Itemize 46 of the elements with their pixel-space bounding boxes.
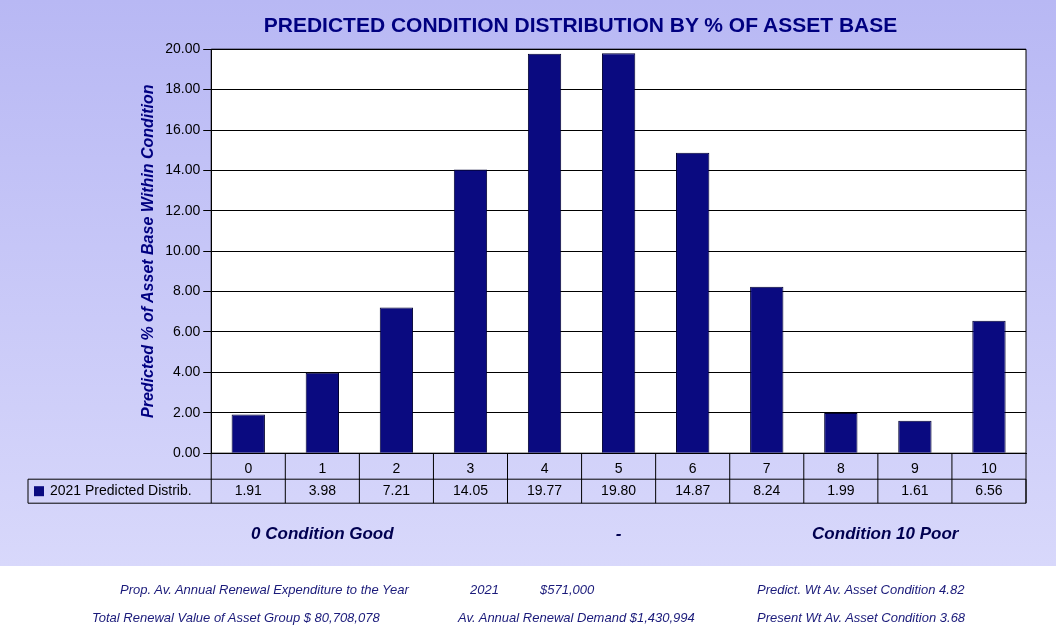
legend-label: 2021 Predicted Distrib.	[50, 482, 192, 499]
y-tick-label: 16.00	[165, 120, 201, 137]
x-tick-label: 8	[836, 460, 845, 477]
y-tick-label: 20.00	[165, 40, 201, 57]
data-label: 14.05	[452, 482, 489, 499]
text: 0 Condition Good	[251, 523, 395, 543]
text: -	[615, 523, 622, 543]
data-label: 1.99	[827, 482, 855, 499]
text: Condition 10 Poor	[812, 523, 960, 543]
x-tick-label: 10	[981, 460, 997, 477]
data-label: 19.80	[601, 482, 637, 499]
y-tick-label: 2.00	[172, 403, 201, 420]
text: Prop. Av. Annual Renewal Expenditure to the Year	[120, 582, 409, 597]
y-tick-label: 6.00	[172, 322, 201, 339]
y-tick-label: 8.00	[172, 282, 201, 299]
text: Present Wt Av. Asset Condition 3.68	[757, 610, 966, 625]
x-tick-label: 7	[762, 460, 771, 477]
y-tick-label: 14.00	[165, 161, 201, 178]
y-tick-label: 18.00	[165, 80, 201, 97]
y-tick-label: 12.00	[165, 201, 201, 218]
data-label: 8.24	[753, 482, 781, 499]
data-label: 3.98	[308, 482, 337, 499]
x-tick-label: 5	[614, 460, 623, 477]
data-label: 1.91	[234, 482, 263, 499]
x-tick-label: 1	[318, 460, 327, 477]
y-tick-label: 4.00	[172, 363, 201, 380]
text: Av. Annual Renewal Demand $1,430,994	[458, 610, 695, 625]
x-tick-label: 9	[911, 460, 919, 477]
text: 2021	[470, 582, 499, 597]
data-label: 19.77	[527, 482, 563, 499]
text: Total Renewal Value of Asset Group $ 80,708,078	[92, 610, 380, 625]
x-tick-label: 3	[466, 460, 475, 477]
x-tick-label: 6	[688, 460, 697, 477]
text: $571,000	[540, 582, 595, 597]
data-label: 1.61	[901, 482, 929, 499]
data-label: 6.56	[975, 482, 1003, 499]
text: Predict. Wt Av. Asset Condition 4.82	[757, 582, 965, 597]
x-tick-label: 2	[392, 460, 401, 477]
data-label: 14.87	[675, 482, 711, 499]
y-tick-label: 0.00	[172, 444, 201, 461]
x-tick-label: 4	[540, 460, 549, 477]
x-tick-label: 0	[244, 460, 253, 477]
data-label: 7.21	[382, 482, 411, 499]
chart-title: PREDICTED CONDITION DISTRIBUTION BY % OF ASSET BASE	[263, 13, 898, 37]
y-axis-title: Predicted % of Asset Base Within Condition	[139, 84, 157, 418]
y-tick-label: 10.00	[165, 242, 201, 259]
